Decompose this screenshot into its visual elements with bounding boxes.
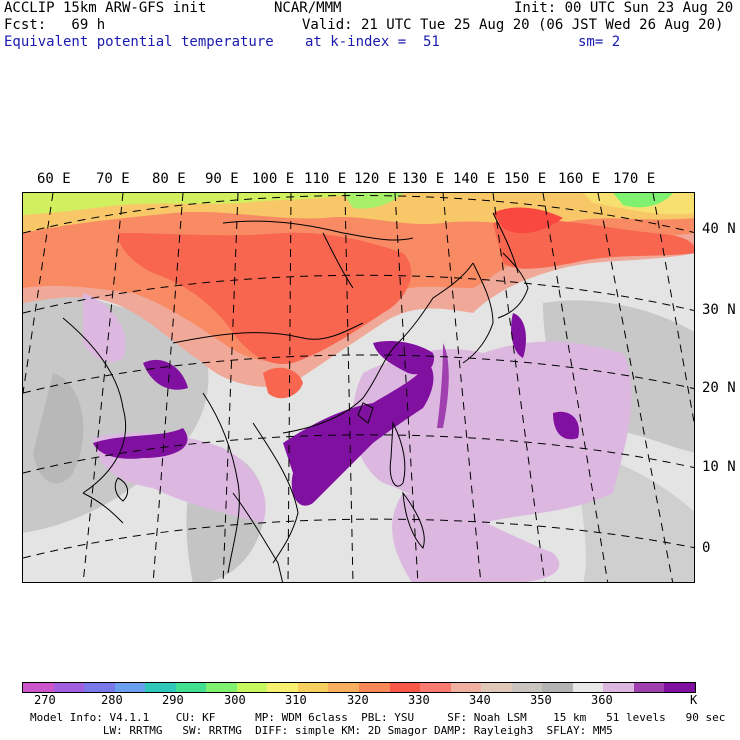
colorbar-swatch xyxy=(53,683,85,692)
lon-label: 150 E xyxy=(504,171,547,187)
valid-time: Valid: 21 UTC Tue 25 Aug 20 (06 JST Wed … xyxy=(302,17,724,33)
colorbar-swatch xyxy=(206,683,237,692)
lat-label: 30 N xyxy=(702,302,736,318)
colorbar-swatch xyxy=(481,683,512,692)
colorbar xyxy=(22,682,696,693)
colorbar-label: 280 xyxy=(101,693,123,707)
colorbar-swatch xyxy=(114,683,146,692)
colorbar-swatch xyxy=(236,683,268,692)
institution-label: NCAR/MMM xyxy=(274,0,342,16)
colorbar-swatch xyxy=(420,683,451,692)
colorbar-unit: K xyxy=(690,693,698,707)
forecast-hour: Fcst: 69 h xyxy=(4,17,106,33)
colorbar-swatch xyxy=(542,683,573,692)
lon-label: 80 E xyxy=(152,171,186,187)
lon-label: 120 E xyxy=(354,171,397,187)
theta-e-map xyxy=(23,193,694,582)
lon-label: 170 E xyxy=(613,171,656,187)
colorbar-swatch xyxy=(603,683,634,692)
colorbar-label: 310 xyxy=(285,693,307,707)
colorbar-swatch xyxy=(145,683,176,692)
colorbar-label: 320 xyxy=(347,693,369,707)
lat-label: 10 N xyxy=(702,459,736,475)
colorbar-swatch xyxy=(572,683,604,692)
colorbar-label: 350 xyxy=(530,693,552,707)
colorbar-swatch xyxy=(175,683,207,692)
level-label: at k-index = 51 xyxy=(305,34,440,50)
colorbar-label: 330 xyxy=(408,693,430,707)
colorbar-label: 300 xyxy=(224,693,246,707)
lon-label: 100 E xyxy=(252,171,295,187)
lon-label: 70 E xyxy=(96,171,130,187)
lon-label: 110 E xyxy=(304,171,347,187)
lon-label: 90 E xyxy=(205,171,239,187)
colorbar-swatch xyxy=(359,683,390,692)
lat-label: 20 N xyxy=(702,380,736,396)
colorbar-swatch xyxy=(633,683,665,692)
colorbar-swatch xyxy=(297,683,329,692)
colorbar-label: 340 xyxy=(469,693,491,707)
init-time: Init: 00 UTC Sun 23 Aug 20 xyxy=(514,0,734,16)
colorbar-label: 360 xyxy=(591,693,613,707)
lon-label: 140 E xyxy=(453,171,496,187)
lon-label: 60 E xyxy=(37,171,71,187)
colorbar-swatch xyxy=(23,683,54,692)
colorbar-label: 270 xyxy=(34,693,56,707)
map-panel xyxy=(22,192,695,583)
lon-label: 160 E xyxy=(558,171,601,187)
colorbar-swatch xyxy=(664,683,696,692)
lon-label: 130 E xyxy=(402,171,445,187)
field-name: Equivalent potential temperature xyxy=(4,34,274,50)
model-title: ACCLIP 15km ARW-GFS init xyxy=(4,0,207,16)
colorbar-swatch xyxy=(84,683,115,692)
lat-label: 0 xyxy=(702,540,711,556)
colorbar-label: 290 xyxy=(162,693,184,707)
colorbar-swatch xyxy=(511,683,543,692)
colorbar-swatch xyxy=(328,683,360,692)
colorbar-swatch xyxy=(389,683,421,692)
model-info-line1: Model Info: V4.1.1 CU: KF MP: WDM 6class… xyxy=(30,711,726,724)
lat-label: 40 N xyxy=(702,221,736,237)
colorbar-swatch xyxy=(450,683,482,692)
smoothing-label: sm= 2 xyxy=(578,34,621,50)
colorbar-swatch xyxy=(267,683,298,692)
model-info-line2: LW: RRTMG SW: RRTMG DIFF: simple KM: 2D … xyxy=(30,724,613,737)
